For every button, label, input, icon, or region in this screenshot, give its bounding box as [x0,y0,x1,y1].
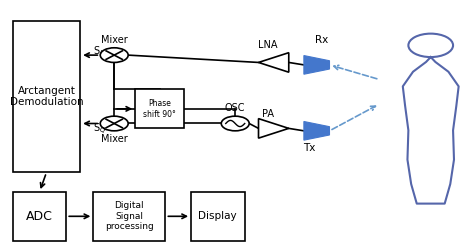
Polygon shape [304,56,329,74]
Text: ADC: ADC [26,210,53,223]
Circle shape [409,34,453,57]
Polygon shape [304,122,329,140]
Text: S$_Q$: S$_Q$ [93,122,107,137]
Text: Display: Display [199,211,237,221]
Text: S$_I$: S$_I$ [93,44,103,58]
Text: Digital
Signal
processing: Digital Signal processing [105,201,154,231]
Bar [13,21,80,172]
Text: OSC: OSC [225,103,246,113]
Text: Arctangent
Demodulation: Arctangent Demodulation [9,86,83,107]
Circle shape [221,116,249,131]
Polygon shape [258,119,289,138]
Bar [13,192,66,241]
Text: Tx: Tx [302,143,315,153]
Text: Rx: Rx [315,36,328,45]
Polygon shape [258,53,289,72]
Circle shape [100,116,128,131]
Circle shape [100,48,128,62]
Bar [135,89,184,128]
Text: Phase
shift 90°: Phase shift 90° [143,99,176,119]
Text: Mixer: Mixer [101,134,128,144]
Text: Mixer: Mixer [101,35,128,45]
Text: LNA: LNA [258,40,278,50]
Text: PA: PA [262,109,274,119]
Bar [191,192,245,241]
Bar [93,192,165,241]
